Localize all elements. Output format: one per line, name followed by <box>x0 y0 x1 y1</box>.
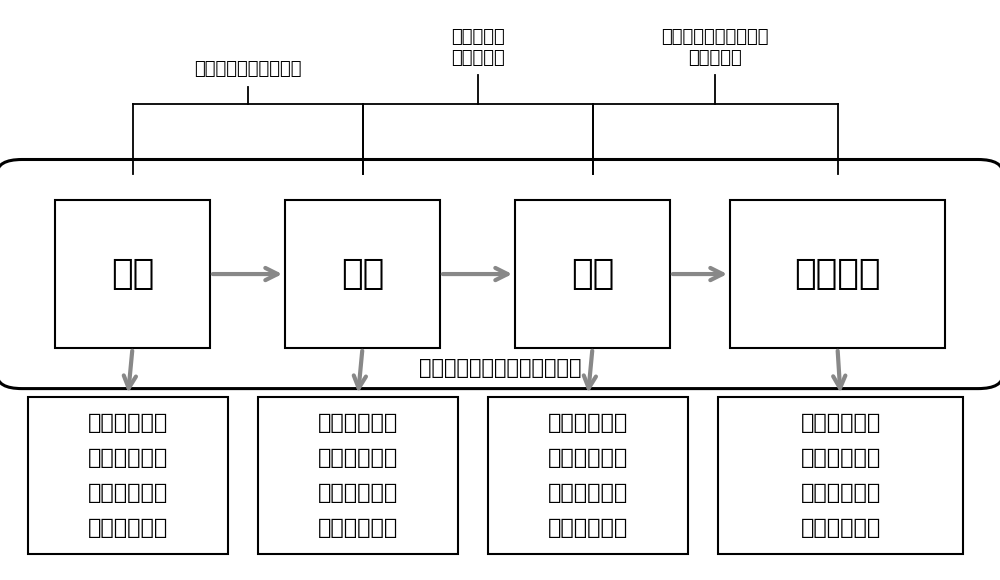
Text: 实况: 实况 <box>111 257 154 291</box>
FancyBboxPatch shape <box>55 200 210 348</box>
FancyBboxPatch shape <box>730 200 945 348</box>
Text: 数据展示方式: 数据展示方式 <box>318 518 398 538</box>
Text: 数据展示方式: 数据展示方式 <box>800 518 881 538</box>
FancyBboxPatch shape <box>28 397 228 554</box>
FancyBboxPatch shape <box>718 397 963 554</box>
Text: 数据获取算法: 数据获取算法 <box>88 448 168 468</box>
Text: 数据获取渠道: 数据获取渠道 <box>800 414 881 433</box>
Text: 数据展示方式: 数据展示方式 <box>548 518 628 538</box>
Text: 数据展示算法: 数据展示算法 <box>88 483 168 503</box>
Text: 预警: 预警 <box>341 257 384 291</box>
Text: 数据获取算法: 数据获取算法 <box>318 448 398 468</box>
Text: 数据获取渠道: 数据获取渠道 <box>318 414 398 433</box>
Text: 数据展示算法: 数据展示算法 <box>318 483 398 503</box>
FancyBboxPatch shape <box>285 200 440 348</box>
Text: 对比，发现灾情情况、
公众意见等: 对比，发现灾情情况、 公众意见等 <box>661 28 769 67</box>
FancyBboxPatch shape <box>515 200 670 348</box>
Text: 数据展示算法: 数据展示算法 <box>800 483 881 503</box>
Text: 数据展示方式: 数据展示方式 <box>88 518 168 538</box>
Text: 数据获取算法: 数据获取算法 <box>548 448 628 468</box>
Text: 对比，获取预警及时率: 对比，获取预警及时率 <box>194 60 301 78</box>
Text: 泳道图无极缩放监控展示方式: 泳道图无极缩放监控展示方式 <box>419 358 581 378</box>
FancyBboxPatch shape <box>258 397 458 554</box>
Text: 数据展示算法: 数据展示算法 <box>548 483 628 503</box>
Text: 灾情舆情: 灾情舆情 <box>794 257 881 291</box>
Text: 数据获取渠道: 数据获取渠道 <box>88 414 168 433</box>
FancyBboxPatch shape <box>488 397 688 554</box>
Text: 数据获取算法: 数据获取算法 <box>800 448 881 468</box>
Text: 服务: 服务 <box>571 257 614 291</box>
FancyBboxPatch shape <box>0 160 1000 389</box>
Text: 对比，发现
重要节点等: 对比，发现 重要节点等 <box>451 28 504 67</box>
Text: 数据获取渠道: 数据获取渠道 <box>548 414 628 433</box>
